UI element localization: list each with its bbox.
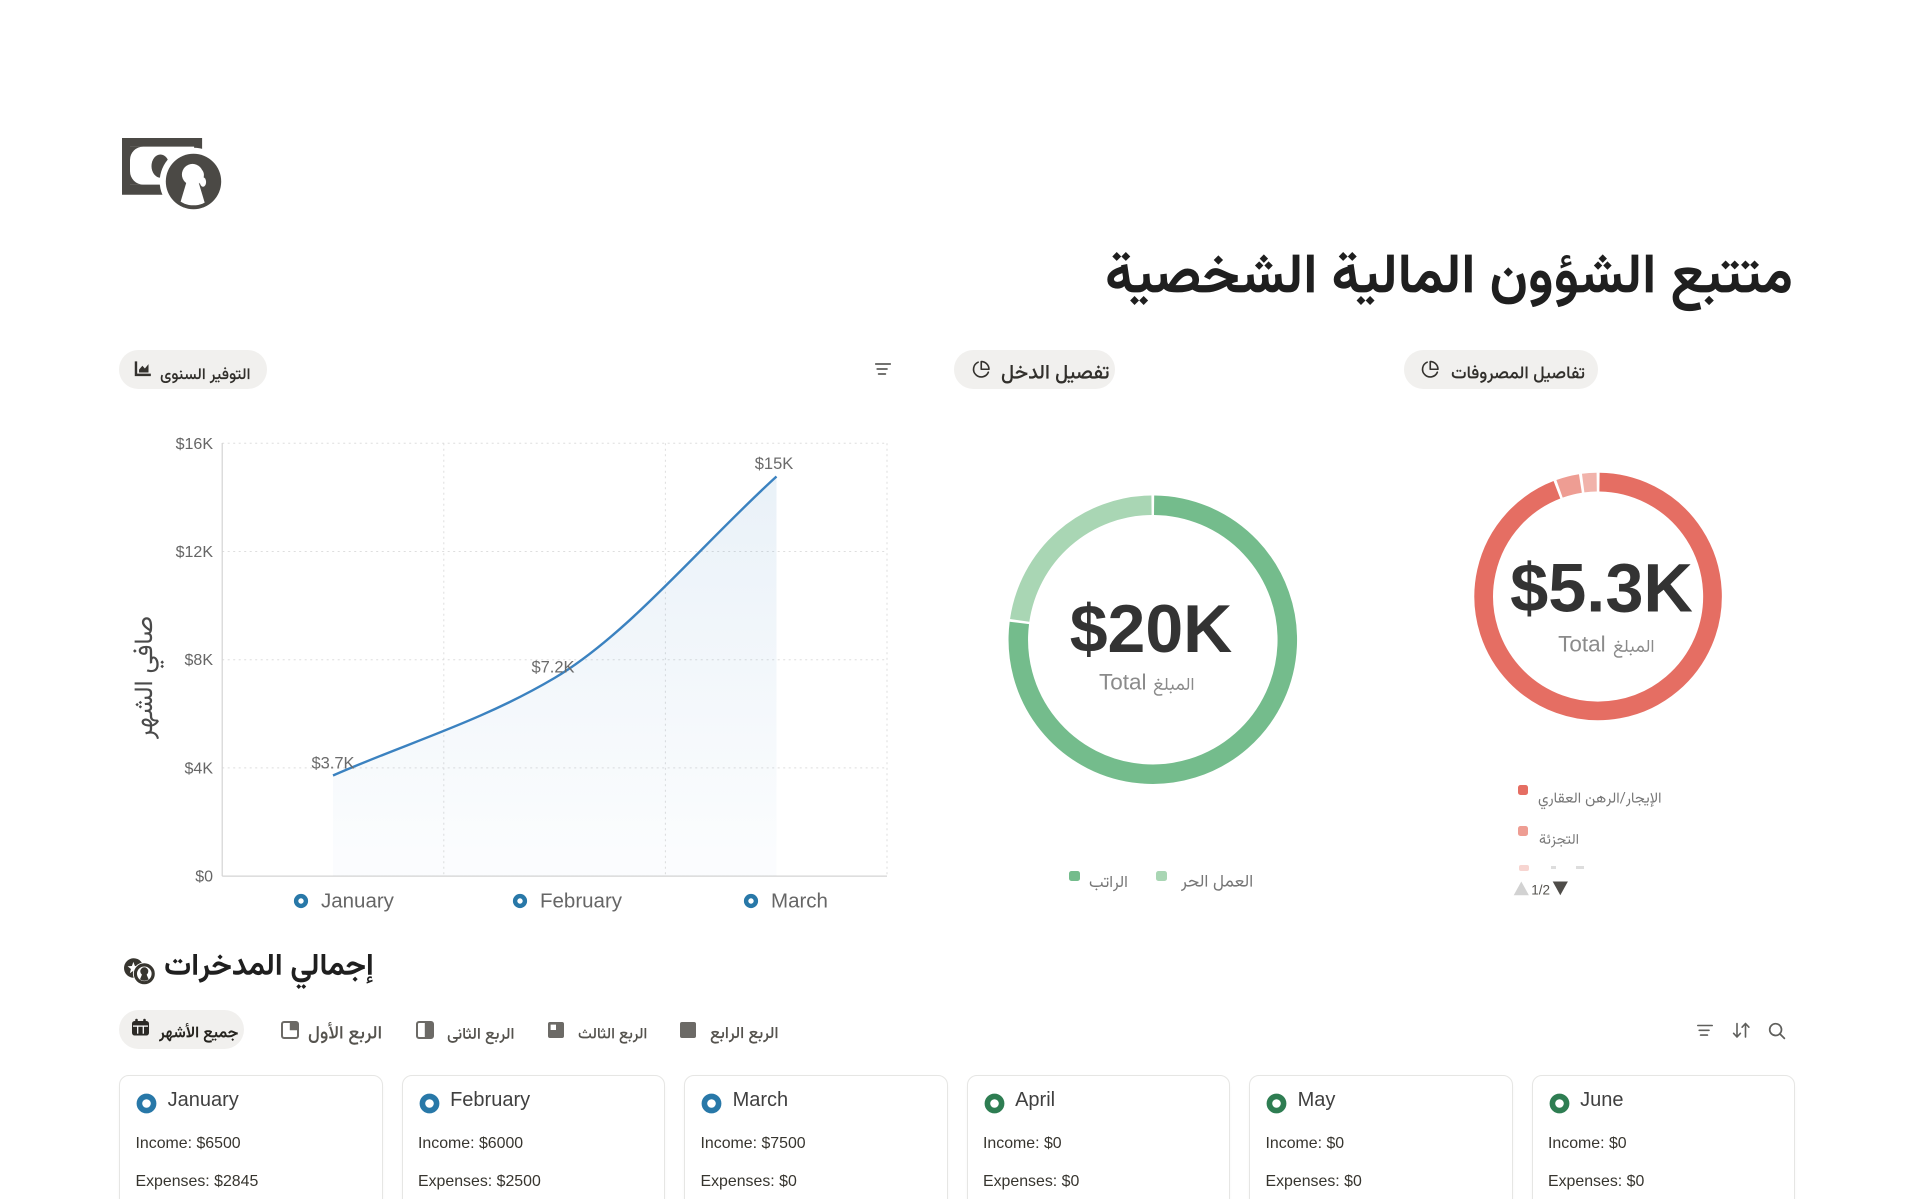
svg-text:$15K: $15K <box>755 455 794 473</box>
svg-text:$20K: $20K <box>1070 591 1233 667</box>
svg-text:March: March <box>771 890 828 913</box>
svg-text:1/2: 1/2 <box>1531 883 1550 898</box>
svg-text:$5.3K: $5.3K <box>1510 550 1693 627</box>
svg-text:January: January <box>321 890 395 913</box>
svg-text:Total: Total <box>1558 632 1606 657</box>
svg-text:February: February <box>540 890 623 913</box>
svg-text:$7.2K: $7.2K <box>531 659 574 677</box>
svg-text:$12K: $12K <box>176 544 214 561</box>
svg-text:Total: Total <box>1099 670 1147 695</box>
svg-text:$3.7K: $3.7K <box>311 755 354 773</box>
svg-text:$8K: $8K <box>185 652 214 669</box>
svg-text:$0: $0 <box>195 869 213 886</box>
svg-text:$16K: $16K <box>176 436 214 453</box>
svg-text:$4K: $4K <box>185 760 214 777</box>
